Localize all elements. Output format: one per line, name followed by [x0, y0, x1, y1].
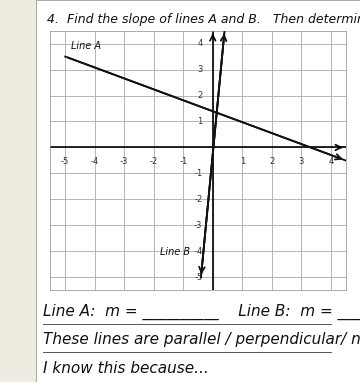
Text: -3: -3: [120, 157, 129, 165]
Text: -2: -2: [150, 157, 158, 165]
Text: 4: 4: [328, 157, 333, 165]
Text: Line A: Line A: [71, 41, 101, 51]
Text: 4.  Find the slope of lines A and B.   Then determine if the: 4. Find the slope of lines A and B. Then…: [47, 13, 360, 26]
Text: 1: 1: [197, 117, 202, 126]
Text: 3: 3: [299, 157, 304, 165]
Text: 1: 1: [240, 157, 245, 165]
Text: 2: 2: [197, 91, 202, 100]
Text: I know this because...: I know this because...: [43, 361, 209, 376]
Text: Line A:  m = __________    Line B:  m = _____: Line A: m = __________ Line B: m = _____: [43, 304, 360, 320]
Text: -2: -2: [194, 195, 202, 204]
Text: -1: -1: [194, 169, 202, 178]
Text: -4: -4: [91, 157, 99, 165]
Text: -1: -1: [179, 157, 187, 165]
Text: -5: -5: [194, 273, 202, 282]
Text: Line B: Line B: [159, 246, 190, 257]
Text: These lines are parallel / perpendicular/ neither: These lines are parallel / perpendicular…: [43, 332, 360, 347]
FancyBboxPatch shape: [36, 0, 360, 382]
Text: 4: 4: [197, 39, 202, 48]
Text: 3: 3: [197, 65, 202, 74]
Text: -4: -4: [194, 247, 202, 256]
Text: -5: -5: [61, 157, 69, 165]
Text: 2: 2: [269, 157, 274, 165]
Text: -3: -3: [194, 221, 202, 230]
